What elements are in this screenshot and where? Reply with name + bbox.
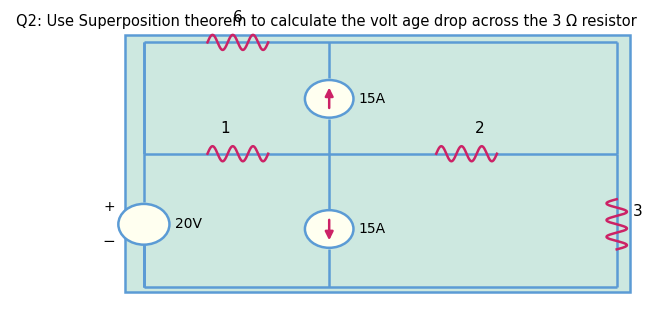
Text: 2: 2 (475, 122, 484, 136)
FancyBboxPatch shape (125, 35, 630, 292)
Text: 15A: 15A (359, 92, 386, 106)
Text: 1: 1 (220, 122, 230, 136)
Ellipse shape (305, 80, 353, 118)
Text: 20V: 20V (175, 217, 201, 231)
Text: +: + (104, 200, 115, 214)
Text: 3: 3 (632, 204, 642, 219)
Text: 6: 6 (233, 10, 243, 25)
Text: Q2: Use Superposition theorem to calculate the volt age drop across the 3 Ω resi: Q2: Use Superposition theorem to calcula… (16, 14, 636, 29)
Text: −: − (102, 234, 115, 249)
Ellipse shape (305, 210, 353, 248)
Text: 15A: 15A (359, 222, 386, 236)
Ellipse shape (119, 204, 170, 245)
